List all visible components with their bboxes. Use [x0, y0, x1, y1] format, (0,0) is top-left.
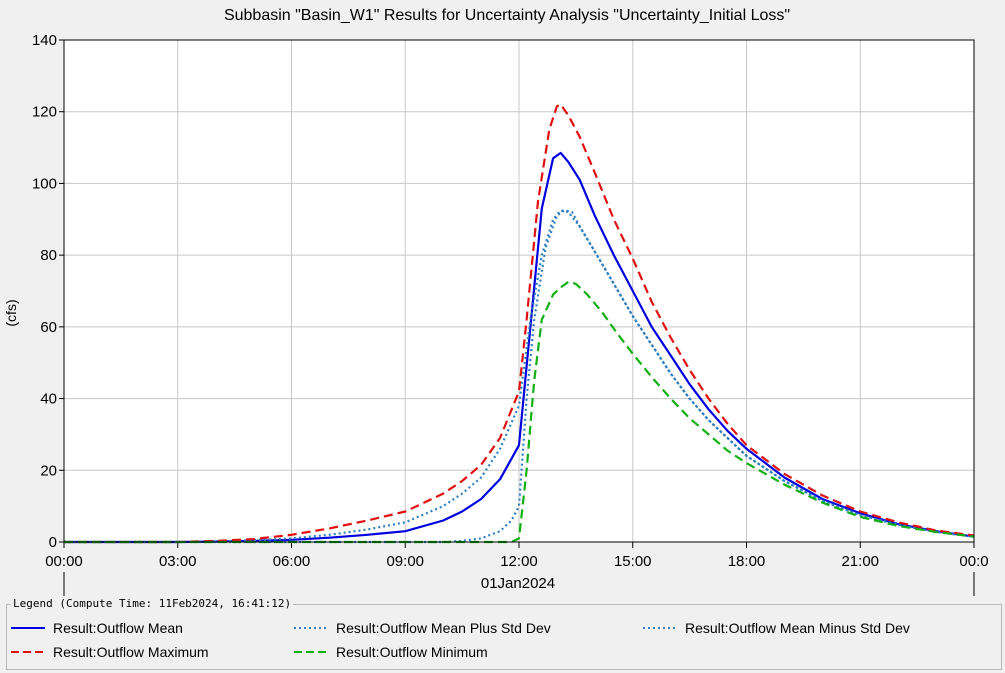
legend-swatch-mean	[11, 627, 45, 629]
legend-swatch-mean-plus-std	[294, 627, 328, 629]
legend-item-maximum: Result:Outflow Maximum	[11, 642, 209, 662]
y-tick-label: 20	[40, 462, 57, 479]
x-tick-label: 12:00	[500, 553, 538, 570]
y-tick-label: 0	[49, 534, 57, 551]
y-axis-label: (cfs)	[3, 299, 19, 326]
x-tick-label: 21:00	[841, 553, 879, 570]
axis-ticks: 0 20 40 60 80 100 120 140 00:00 03:00 06:00 09:00 12…	[32, 32, 989, 596]
legend-item-mean-plus-std: Result:Outflow Mean Plus Std Dev	[294, 618, 551, 638]
legend-swatch-maximum	[11, 651, 45, 653]
legend-item-minimum: Result:Outflow Minimum	[294, 642, 488, 662]
legend-swatch-minimum	[294, 651, 328, 653]
legend: Legend (Compute Time: 11Feb2024, 16:41:1…	[6, 597, 1002, 670]
x-tick-label: 00:00	[45, 553, 83, 570]
x-tick-label: 06:00	[273, 553, 311, 570]
x-axis-date-label: 01Jan2024	[481, 575, 555, 592]
plot-border	[63, 39, 975, 543]
y-tick-label: 40	[40, 391, 57, 408]
legend-label-maximum: Result:Outflow Maximum	[53, 644, 209, 660]
legend-item-mean-minus-std: Result:Outflow Mean Minus Std Dev	[643, 618, 910, 638]
x-tick-label: 15:00	[614, 553, 652, 570]
legend-label-mean-minus-std: Result:Outflow Mean Minus Std Dev	[685, 620, 910, 636]
chart-title: Subbasin "Basin_W1" Results for Uncertai…	[224, 7, 790, 24]
x-tick-label: 09:00	[386, 553, 424, 570]
y-tick-label: 60	[40, 319, 57, 336]
y-tick-label: 140	[32, 32, 57, 49]
series-line-2	[64, 209, 975, 544]
legend-item-mean: Result:Outflow Mean	[11, 618, 183, 638]
legend-label-minimum: Result:Outflow Minimum	[336, 644, 488, 660]
legend-label-mean: Result:Outflow Mean	[53, 620, 183, 636]
legend-title: Legend (Compute Time: 11Feb2024, 16:41:1…	[11, 597, 294, 610]
y-tick-label: 120	[32, 104, 57, 121]
y-tick-label: 100	[32, 175, 57, 192]
series-line-0	[64, 151, 975, 544]
x-tick-label: 18:00	[728, 553, 766, 570]
x-tick-label: 03:00	[159, 553, 197, 570]
x-tick-label: 00:0	[959, 553, 988, 570]
chart-area: Subbasin "Basin_W1" Results for Uncertai…	[3, 7, 989, 596]
legend-swatch-mean-minus-std	[643, 627, 677, 629]
legend-label-mean-plus-std: Result:Outflow Mean Plus Std Dev	[336, 620, 551, 636]
y-tick-label: 80	[40, 247, 57, 264]
